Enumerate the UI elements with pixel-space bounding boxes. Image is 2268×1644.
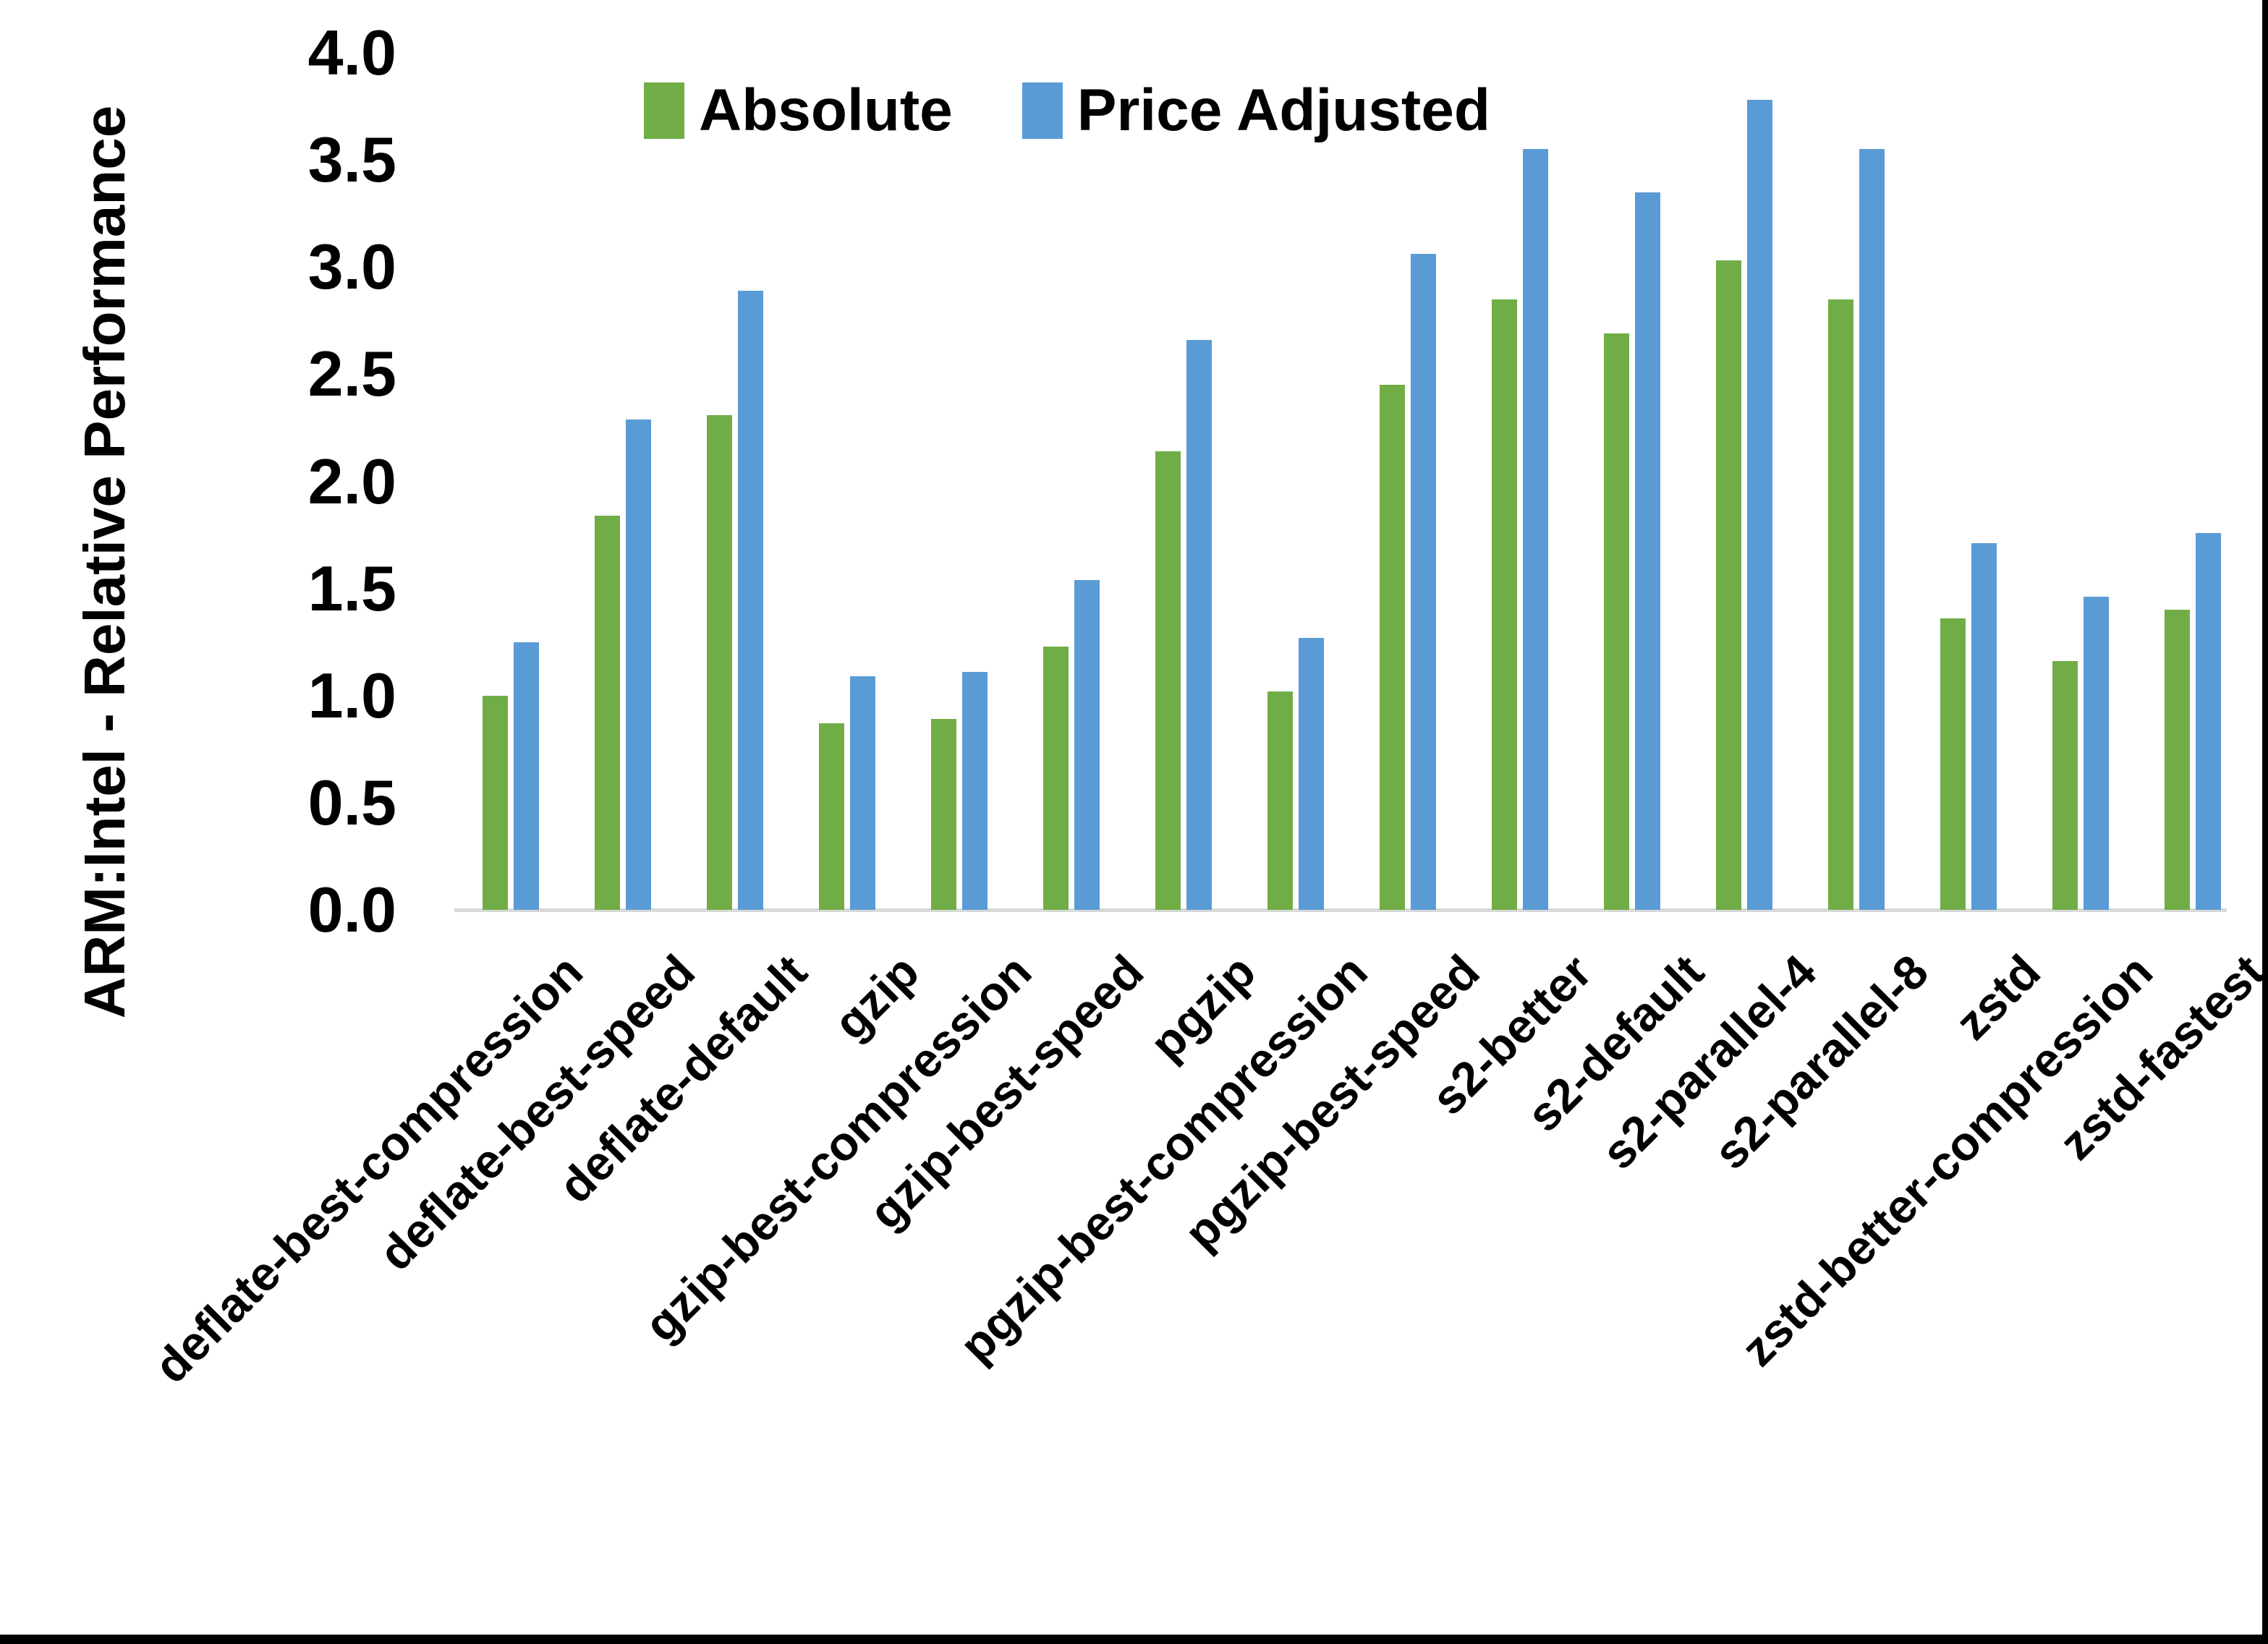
y-tick-label-2.5: 2.5 <box>307 338 396 410</box>
bar-price-adjusted-zstd <box>1971 543 1997 910</box>
x-category-label-deflate-best-compression: deflate-best-compression <box>143 944 593 1393</box>
legend-swatch-price-adjusted-icon <box>1022 82 1063 139</box>
bar-absolute-pgzip-best-speed <box>1380 385 1405 910</box>
bar-absolute-s2-better <box>1492 299 1517 910</box>
y-tick-label-0.5: 0.5 <box>307 766 396 838</box>
bar-price-adjusted-pgzip <box>1186 340 1212 910</box>
bar-absolute-pgzip-best-compression <box>1267 691 1293 910</box>
bar-price-adjusted-deflate-best-compression <box>514 642 539 910</box>
bar-price-adjusted-s2-default <box>1635 192 1660 910</box>
bar-price-adjusted-gzip <box>850 676 875 910</box>
bar-absolute-deflate-best-compression <box>483 696 508 910</box>
legend: Absolute Price Adjusted <box>644 78 1490 143</box>
bar-absolute-s2-parallel-4 <box>1716 260 1741 910</box>
bar-price-adjusted-pgzip-best-compression <box>1299 638 1324 910</box>
bar-price-adjusted-s2-parallel-8 <box>1859 149 1885 910</box>
y-tick-label-3.0: 3.0 <box>307 231 396 303</box>
bar-absolute-zstd <box>1940 618 1966 910</box>
bar-price-adjusted-s2-parallel-4 <box>1747 100 1772 910</box>
bar-absolute-zstd-better-compression <box>2052 661 2078 910</box>
x-axis-line <box>454 908 2227 912</box>
y-tick-label-4.0: 4.0 <box>307 17 396 88</box>
bar-price-adjusted-gzip-best-speed <box>1074 580 1100 910</box>
bar-absolute-s2-parallel-8 <box>1828 299 1853 910</box>
bar-absolute-pgzip <box>1155 451 1181 910</box>
y-tick-label-0.0: 0.0 <box>307 874 396 945</box>
y-tick-label-1.5: 1.5 <box>307 552 396 624</box>
bar-price-adjusted-pgzip-best-speed <box>1411 254 1436 910</box>
bar-absolute-deflate-default <box>707 415 732 910</box>
bar-price-adjusted-zstd-better-compression <box>2084 597 2109 910</box>
legend-item-price-adjusted: Price Adjusted <box>1022 78 1490 143</box>
frame-border-right <box>2262 0 2268 1644</box>
bar-absolute-gzip-best-speed <box>1043 647 1069 910</box>
bar-absolute-s2-default <box>1604 333 1629 910</box>
y-tick-label-3.5: 3.5 <box>307 124 396 196</box>
bar-price-adjusted-s2-better <box>1523 149 1548 910</box>
bar-price-adjusted-deflate-best-speed <box>626 419 651 910</box>
legend-label-absolute: Absolute <box>699 77 953 143</box>
bar-absolute-gzip-best-compression <box>931 719 956 910</box>
bar-price-adjusted-zstd-fastest <box>2196 533 2221 910</box>
legend-label-price-adjusted: Price Adjusted <box>1076 77 1490 143</box>
legend-item-absolute: Absolute <box>644 78 953 143</box>
bar-absolute-deflate-best-speed <box>595 516 620 910</box>
legend-swatch-absolute-icon <box>644 82 684 139</box>
bar-price-adjusted-gzip-best-compression <box>962 672 988 910</box>
bar-absolute-gzip <box>819 723 844 910</box>
y-tick-label-1.0: 1.0 <box>307 659 396 731</box>
y-tick-label-2.0: 2.0 <box>307 445 396 517</box>
frame-border-bottom <box>0 1635 2268 1644</box>
bar-absolute-zstd-fastest <box>2165 610 2190 910</box>
bar-price-adjusted-deflate-default <box>738 291 763 910</box>
